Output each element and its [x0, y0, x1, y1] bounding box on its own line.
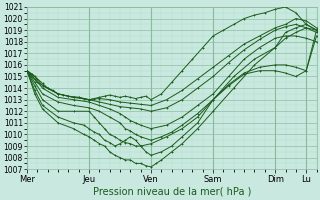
- X-axis label: Pression niveau de la mer( hPa ): Pression niveau de la mer( hPa ): [92, 187, 251, 197]
